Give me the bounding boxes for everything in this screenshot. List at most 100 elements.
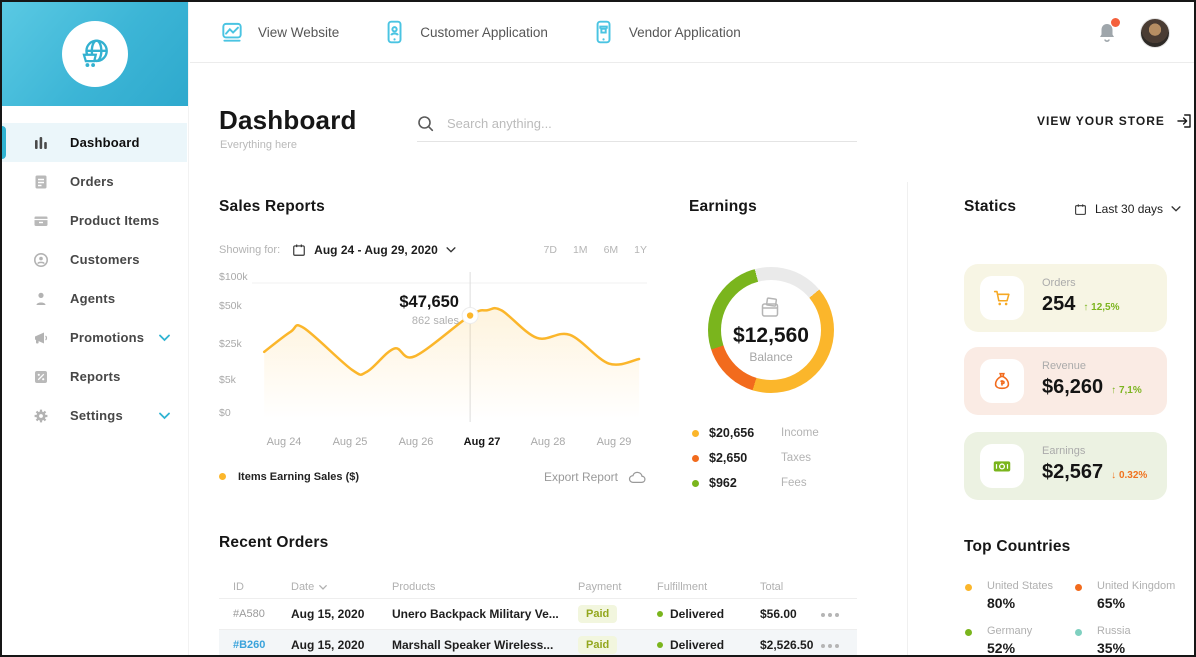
table-row[interactable]: #B260 Aug 15, 2020 Marshall Speaker Wire… — [219, 630, 857, 655]
notification-badge — [1111, 17, 1120, 27]
sidebar-item-label: Reports — [70, 369, 121, 384]
country-percent: 35% — [1097, 640, 1126, 656]
fees-value: $962 — [709, 476, 737, 490]
fulfillment-label: Delivered — [670, 607, 725, 621]
donut-center: $12,560 Balance — [708, 267, 834, 393]
sidebar: Dashboard Orders Product Items Customers — [2, 2, 189, 655]
search-input[interactable] — [447, 116, 857, 131]
range-7d[interactable]: 7D — [543, 244, 557, 256]
stat-delta: ↓ 0.32% — [1111, 470, 1148, 481]
table-divider — [219, 598, 857, 599]
avatar[interactable] — [1140, 17, 1170, 48]
sidebar-item-orders[interactable]: Orders — [2, 162, 187, 201]
date-range-picker[interactable]: Aug 24 - Aug 29, 2020 — [292, 243, 456, 257]
col-header-total: Total — [760, 581, 784, 593]
sales-line-chart[interactable]: $47,650 862 sales — [252, 272, 647, 422]
sidebar-item-customers[interactable]: Customers — [2, 240, 187, 279]
earnings-legend-income: $20,656 Income — [692, 426, 819, 440]
stat-value-row: 254 ↑ 12,5% — [1042, 293, 1120, 316]
fulfillment-status: Delivered — [657, 607, 724, 621]
delivered-dot — [657, 611, 663, 617]
paid-badge: Paid — [578, 605, 618, 623]
order-product: Unero Backpack Military Ve... — [392, 607, 559, 621]
income-label: Income — [781, 427, 819, 439]
stat-value: $2,567 — [1042, 461, 1104, 483]
sidebar-item-label: Orders — [70, 174, 114, 189]
statics-period-dropdown[interactable]: Last 30 days — [1074, 202, 1181, 216]
banknote-icon — [993, 461, 1011, 472]
country-percent: 80% — [987, 595, 1016, 611]
line-chart-svg — [252, 272, 647, 422]
country-percent: 52% — [987, 640, 1016, 656]
row-more-button[interactable] — [821, 639, 825, 651]
vendor-application-link[interactable]: Vendor Application — [590, 19, 741, 45]
taxes-label: Taxes — [781, 452, 812, 464]
balance-label: Balance — [749, 350, 793, 364]
row-more-button[interactable] — [821, 608, 825, 620]
notifications-button[interactable] — [1096, 17, 1120, 45]
stat-value: 254 — [1042, 293, 1076, 315]
page-subtitle: Everything here — [220, 139, 298, 151]
logo — [62, 21, 128, 87]
customers-icon — [32, 251, 50, 269]
table-header-row: ID Date Products Payment Fulfillment Tot… — [219, 576, 857, 598]
country-percent: 65% — [1097, 595, 1126, 611]
orders-icon — [32, 173, 50, 191]
chevron-down-icon — [159, 334, 170, 341]
sidebar-item-dashboard[interactable]: Dashboard — [2, 123, 187, 162]
col-header-date-sort[interactable]: Date — [291, 581, 328, 593]
view-store-button[interactable]: VIEW YOUR STORE — [1037, 112, 1193, 130]
country-name: Germany — [987, 625, 1033, 637]
balance-value: $12,560 — [733, 324, 809, 347]
order-date: Aug 15, 2020 — [291, 607, 365, 621]
sidebar-item-settings[interactable]: Settings — [2, 396, 187, 435]
sidebar-item-agents[interactable]: Agents — [2, 279, 187, 318]
more-icon — [821, 613, 825, 617]
customer-application-link[interactable]: Customer Application — [381, 19, 548, 45]
table-divider — [219, 629, 857, 630]
recent-orders-table: ID Date Products Payment Fulfillment Tot… — [219, 576, 857, 655]
stat-iconbox — [980, 276, 1024, 320]
sidebar-item-product-items[interactable]: Product Items — [2, 201, 187, 240]
logo-block[interactable] — [2, 2, 188, 106]
gear-icon — [32, 407, 50, 425]
fulfillment-label: Delivered — [670, 638, 725, 652]
cash-box-icon — [761, 297, 779, 317]
view-website-link[interactable]: View Website — [219, 19, 339, 45]
earnings-legend-fees: $962 Fees — [692, 476, 807, 490]
taxes-dot — [692, 454, 699, 462]
export-report-button[interactable]: Export Report — [544, 469, 647, 484]
fulfillment-status: Delivered — [657, 638, 724, 652]
search-icon — [418, 116, 434, 132]
earnings-donut-chart: $12,560 Balance — [708, 267, 834, 393]
export-report-label: Export Report — [543, 469, 618, 484]
earnings-legend-taxes: $2,650 Taxes — [692, 451, 811, 465]
range-1m[interactable]: 1M — [572, 244, 588, 256]
bell-icon — [1100, 23, 1114, 42]
statics-period-value: Last 30 days — [1095, 202, 1164, 216]
panel-divider — [907, 182, 908, 655]
stat-label: Orders — [1042, 277, 1076, 289]
range-6m[interactable]: 6M — [603, 244, 619, 256]
customer-app-icon — [387, 20, 402, 44]
country-dot — [965, 584, 972, 591]
chevron-down-icon — [159, 412, 170, 419]
order-id-link[interactable]: #B260 — [233, 639, 266, 651]
globe-cart-icon — [82, 39, 108, 67]
order-total: $56.00 — [760, 607, 797, 621]
stat-value-row: $2,567 ↓ 0.32% — [1042, 461, 1147, 484]
range-1y[interactable]: 1Y — [634, 244, 647, 256]
money-bag-icon — [994, 372, 1010, 390]
sidebar-item-promotions[interactable]: Promotions — [2, 318, 187, 357]
series-legend-label: Items Earning Sales ($) — [238, 470, 360, 483]
sidebar-item-label: Dashboard — [70, 135, 140, 150]
view-store-label: VIEW YOUR STORE — [1037, 114, 1165, 128]
calendar-icon — [293, 244, 305, 256]
sales-footer: Items Earning Sales ($) Export Report — [219, 469, 647, 484]
sidebar-item-label: Promotions — [70, 330, 145, 345]
stat-value-row: $6,260 ↑ 7,1% — [1042, 376, 1142, 399]
page-title: Dashboard — [219, 105, 357, 135]
sidebar-item-reports[interactable]: Reports — [2, 357, 187, 396]
table-row[interactable]: #A580 Aug 15, 2020 Unero Backpack Milita… — [219, 599, 857, 629]
